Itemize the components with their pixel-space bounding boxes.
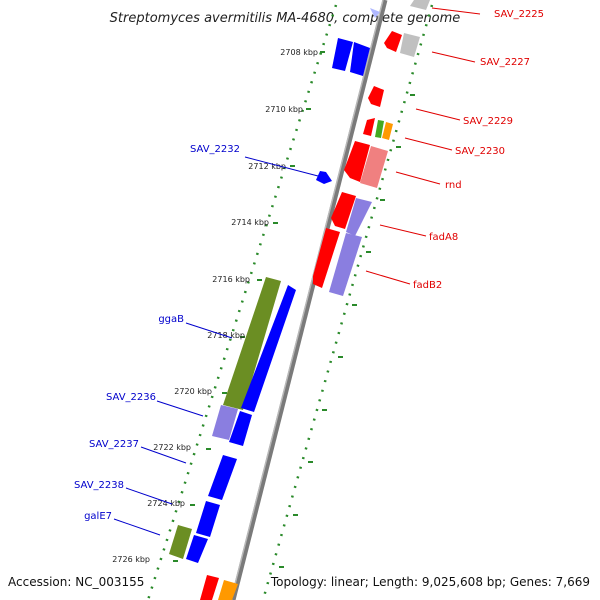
genome-backbone-highlight <box>230 0 384 600</box>
gene-sav2230-a[interactable] <box>363 118 375 136</box>
label-sav2237[interactable]: SAV_2237 <box>89 439 139 450</box>
forward-strand-genes <box>200 0 430 600</box>
gene-fadB2-b[interactable] <box>329 233 362 296</box>
gene-2708-a[interactable] <box>332 38 353 71</box>
label-sav2236[interactable]: SAV_2236 <box>106 392 156 403</box>
gene-bottom-red[interactable] <box>200 575 219 600</box>
gene-sav2232[interactable] <box>316 171 332 184</box>
gene-sav2238[interactable] <box>196 501 220 537</box>
label-sav2232[interactable]: SAV_2232 <box>190 144 240 155</box>
gene-rnd-a[interactable] <box>344 141 370 182</box>
gene-bottom-orange[interactable] <box>218 580 238 600</box>
gene-sav2236[interactable] <box>212 405 238 440</box>
gene-fadA8-a[interactable] <box>331 192 356 229</box>
gene-sav2237[interactable] <box>208 455 237 500</box>
ruler-label-2710: 2710 kbp <box>265 105 303 114</box>
ruler-label-2716: 2716 kbp <box>212 275 250 284</box>
gene-2708-b[interactable] <box>350 42 370 76</box>
gene-sav2229[interactable] <box>368 86 384 107</box>
ruler-label-2724: 2724 kbp <box>147 499 185 508</box>
reverse-strand-genes <box>169 38 370 563</box>
ruler-label-2726: 2726 kbp <box>112 555 150 564</box>
gene-ggaB[interactable] <box>223 277 281 410</box>
ruler-label-2718: 2718 kbp <box>207 331 245 340</box>
genome-summary-text: Topology: linear; Length: 9,025,608 bp; … <box>270 575 590 589</box>
label-fadB2[interactable]: fadB2 <box>413 280 442 291</box>
right-labels: SAV_2225 SAV_2227 SAV_2229 SAV_2230 rnd … <box>365 7 544 291</box>
label-sav2229[interactable]: SAV_2229 <box>463 116 513 127</box>
gene-long-reverse[interactable] <box>241 285 296 412</box>
label-sav2225[interactable]: SAV_2225 <box>494 9 544 20</box>
gene-galE7-a[interactable] <box>169 525 192 559</box>
gene-sav2236-b[interactable] <box>229 411 252 446</box>
ruler-label-2722: 2722 kbp <box>153 443 191 452</box>
gene-sav2225[interactable] <box>410 0 430 10</box>
ruler-ticks <box>173 51 415 568</box>
ruler-label-2714: 2714 kbp <box>231 218 269 227</box>
ruler-label-2712: 2712 kbp <box>248 162 286 171</box>
label-galE7[interactable]: galE7 <box>84 511 112 522</box>
gene-rnd-b[interactable] <box>360 146 388 188</box>
label-sav2230[interactable]: SAV_2230 <box>455 146 505 157</box>
genome-backbone <box>230 0 388 600</box>
gene-fadB2-a[interactable] <box>313 228 340 288</box>
gene-sav2230-c[interactable] <box>382 122 393 140</box>
gene-sav2227-b[interactable] <box>400 33 420 57</box>
left-labels: SAV_2232 ggaB SAV_2236 SAV_2237 SAV_2238… <box>74 144 319 536</box>
label-rnd[interactable]: rnd <box>445 180 462 191</box>
ruler-label-2720: 2720 kbp <box>174 387 212 396</box>
label-ggaB[interactable]: ggaB <box>158 314 184 325</box>
label-sav2238[interactable]: SAV_2238 <box>74 480 124 491</box>
gene-fadA8-b[interactable] <box>346 198 372 236</box>
gene-galE7-b[interactable] <box>186 535 208 563</box>
label-sav2227[interactable]: SAV_2227 <box>480 57 530 68</box>
ruler-label-2708: 2708 kbp <box>280 48 318 57</box>
gene-sav2230-b[interactable] <box>375 120 384 138</box>
accession-text: Accession: NC_003155 <box>8 575 144 589</box>
gene-sav2227-a[interactable] <box>384 31 402 52</box>
left-guide-line <box>146 4 338 600</box>
map-title: Streptomyces avermitilis MA-4680, comple… <box>110 11 461 26</box>
label-fadA8[interactable]: fadA8 <box>429 232 458 243</box>
gene-top-fragment[interactable] <box>370 8 380 18</box>
